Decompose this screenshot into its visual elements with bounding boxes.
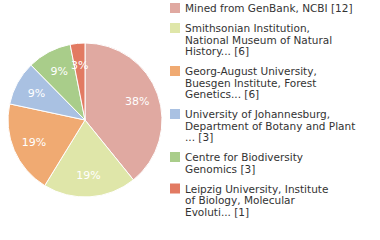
chart: 38% 19% 19% 9% 9% 3% Mined from GenBank, NCBI … bbox=[0, 0, 380, 240]
legend-label: Smithsonian Institution,National Museum … bbox=[185, 22, 332, 57]
data-label: 19% bbox=[22, 136, 46, 149]
legend-swatch bbox=[170, 23, 180, 33]
legend-line: Smithsonian Institution, bbox=[185, 22, 310, 34]
legend-line: Leipzig University, Institute bbox=[185, 183, 328, 195]
legend-line: Centre for Biodiversity bbox=[185, 151, 303, 163]
legend-swatch bbox=[170, 66, 180, 76]
legend-line: Buesgen Institute, Forest bbox=[185, 77, 316, 89]
legend-line: Mined from GenBank, NCBI [12] bbox=[185, 2, 353, 14]
legend-line: of Biology, Molecular bbox=[185, 194, 296, 206]
legend-label: Leipzig University, Instituteof Biology,… bbox=[185, 183, 328, 218]
legend-label: Mined from GenBank, NCBI [12] bbox=[185, 2, 353, 14]
legend-label: Centre for BiodiversityGenomics [3] bbox=[185, 151, 303, 175]
legend-label: Georg-August University,Buesgen Institut… bbox=[185, 65, 317, 100]
legend-line: Georg-August University, bbox=[185, 65, 317, 77]
data-label: 9% bbox=[50, 65, 67, 78]
legend-line: History... [6] bbox=[185, 45, 249, 57]
slice bbox=[70, 43, 85, 120]
data-labels: 38% 19% 19% 9% 9% 3% bbox=[22, 59, 150, 183]
data-label: 9% bbox=[28, 87, 45, 100]
legend-line: Genomics [3] bbox=[185, 163, 255, 175]
data-label: 3% bbox=[71, 59, 88, 72]
data-label: 19% bbox=[76, 169, 100, 182]
legend-label: University of Johannesburg,Department of… bbox=[185, 108, 355, 143]
legend-swatch bbox=[170, 109, 180, 119]
legend-line: Genetics... [6] bbox=[185, 88, 259, 100]
legend-line: ... [3] bbox=[185, 131, 213, 143]
legend-swatch bbox=[170, 184, 180, 194]
legend-swatch bbox=[170, 3, 180, 13]
legend: Mined from GenBank, NCBI [12] Smithsonian… bbox=[170, 2, 355, 218]
legend-swatch bbox=[170, 152, 180, 162]
legend-line: Department of Botany and Plant bbox=[185, 120, 355, 132]
legend-line: Evoluti... [1] bbox=[185, 206, 249, 218]
legend-line: National Museum of Natural bbox=[185, 34, 332, 46]
legend-line: University of Johannesburg, bbox=[185, 108, 330, 120]
pie bbox=[8, 43, 162, 197]
data-label: 38% bbox=[125, 95, 149, 108]
